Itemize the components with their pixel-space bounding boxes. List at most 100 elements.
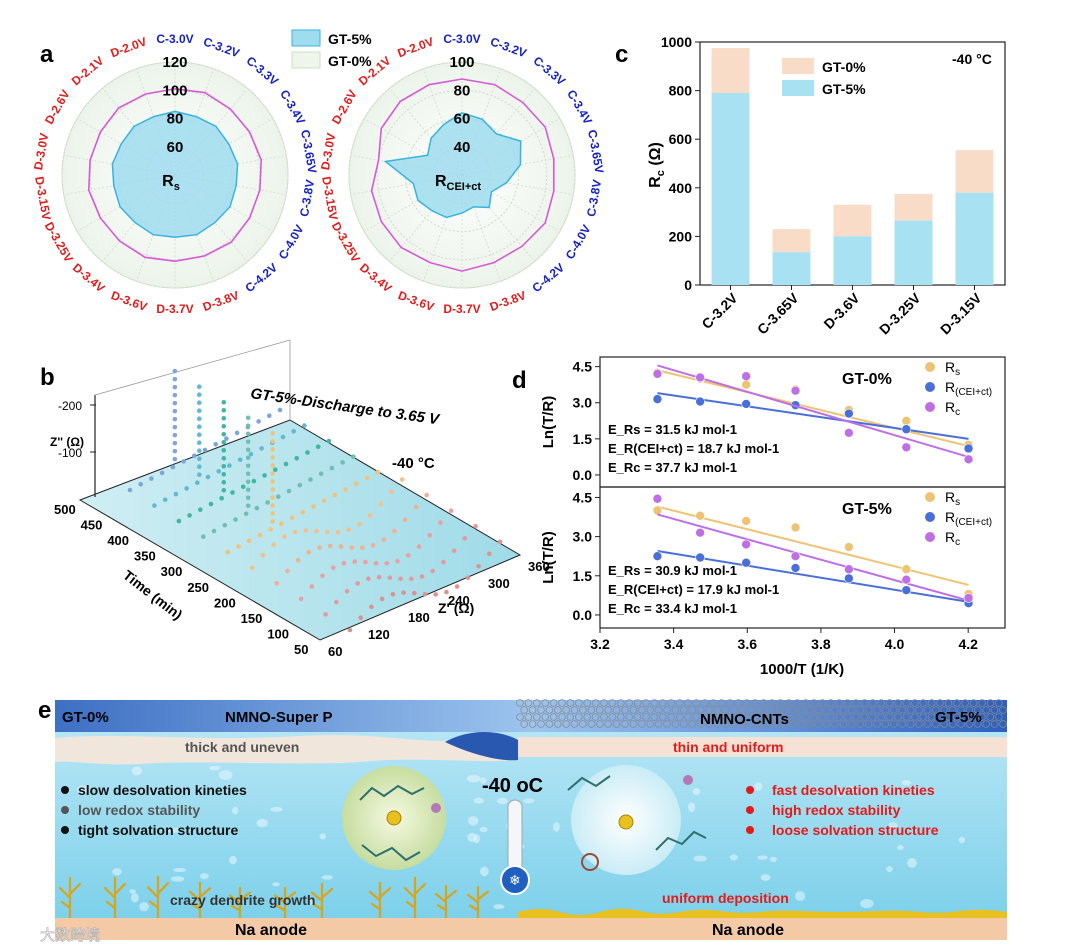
cnt-hex (910, 713, 919, 721)
radar-gt5-area (383, 111, 522, 219)
eis-tail-point (270, 471, 275, 476)
cnt-hex (826, 713, 835, 721)
cnt-hex (952, 713, 961, 721)
eis-point (364, 475, 370, 481)
cnt-hex (864, 706, 873, 714)
solvent-chain (361, 844, 421, 862)
solvent-chain (567, 775, 611, 791)
cnt-hex (726, 713, 734, 721)
time-tick-label: 500 (54, 502, 76, 517)
eis-point (487, 551, 492, 557)
x-tick-label: 3.6 (738, 636, 758, 652)
cnt-hex (910, 699, 919, 707)
cnt-hex (663, 720, 671, 728)
cnt-hex (822, 720, 831, 728)
eis-point (384, 561, 390, 566)
cnt-hex (642, 699, 650, 707)
legend-marker (925, 532, 935, 542)
eis-point (338, 544, 344, 549)
bubble (473, 797, 485, 804)
cnt-hex (684, 699, 692, 707)
cnt-hex (898, 720, 906, 728)
back-edge (94, 339, 291, 396)
eis-tail-point (197, 464, 202, 469)
eis-point (441, 559, 446, 565)
cnt-hex (940, 706, 948, 714)
zp-tick-label: 240 (448, 593, 470, 608)
time-tick-label: 250 (187, 580, 209, 595)
eis-point (309, 584, 315, 589)
eis-tail-point (221, 447, 227, 453)
bubble (139, 902, 149, 912)
data-point (901, 424, 912, 435)
eis-point (297, 482, 303, 488)
eis-point (367, 513, 373, 518)
bubble (112, 868, 122, 876)
eis-point (351, 454, 356, 460)
fit-line (657, 513, 969, 602)
cnt-hex (574, 713, 583, 721)
x-tick-label: 4.0 (885, 636, 905, 652)
radar-spoke (350, 174, 463, 196)
cnt-hex (957, 720, 965, 728)
y-axis-label: Rc (Ω) (647, 142, 667, 188)
cnt-hex (616, 699, 625, 707)
eis-point (202, 447, 208, 453)
eis-tail-point (221, 431, 227, 437)
cnt-hex (709, 699, 717, 707)
eis-tail-point (172, 368, 178, 374)
eis-tail-point (221, 423, 227, 429)
cnt-hex (612, 720, 621, 728)
cnt-hex (990, 720, 999, 728)
eis-tail-point (245, 431, 251, 437)
cnt-hex (688, 706, 696, 714)
cnt-hex (973, 720, 982, 728)
cnt-hex (931, 720, 940, 728)
eis-tail-point (245, 455, 251, 461)
cnt-hex (667, 699, 675, 707)
eis-point (285, 568, 290, 574)
time-tick-label: 300 (161, 564, 183, 579)
eis-point (402, 517, 408, 522)
bar-gt5 (833, 236, 872, 285)
fit-line (657, 549, 969, 603)
e-right-bottom: uniform deposition (662, 890, 789, 906)
energy-label: E_R(CEI+ct) = 18.7 kJ mol-1 (608, 441, 779, 456)
cnt-hex (709, 713, 717, 721)
eis-point (314, 528, 319, 534)
eis-tail-point (221, 487, 227, 493)
cnt-hex (692, 699, 701, 707)
bar-gt0 (955, 150, 994, 193)
solvent-chain (359, 784, 425, 801)
radar-spoke-label: C-3.3V (531, 54, 569, 89)
eis-tail-point (270, 487, 275, 492)
cnt-hex (566, 699, 575, 707)
y-tick-label: 0.0 (573, 607, 593, 623)
radar-spoke-label: D-3.0V (318, 132, 338, 171)
cnt-hex (646, 720, 654, 728)
legend-gt5-swatch (291, 29, 321, 47)
na-ion (386, 810, 402, 826)
cnt-hex (927, 713, 936, 721)
cnt-hex (881, 720, 890, 728)
eis-tail-point (221, 479, 227, 485)
eis-point (286, 488, 292, 494)
eis-point (294, 456, 300, 461)
bubble (199, 873, 209, 880)
solvent-chain (655, 830, 707, 851)
eis-point (399, 477, 405, 482)
cnt-hex (835, 713, 843, 721)
cnt-hex (579, 720, 587, 728)
data-point (741, 379, 751, 390)
legend-marker (925, 492, 935, 502)
eis-tail-point (172, 384, 178, 390)
cnt-hex (969, 699, 978, 707)
cnt-hex (919, 699, 927, 707)
time-tick-label: 50 (294, 642, 308, 657)
cnt-hex (717, 713, 726, 721)
cnt-hex (541, 713, 549, 721)
eis-point (320, 573, 325, 579)
radar-spoke-label: C-3.3V (244, 54, 282, 89)
radar-spoke (363, 118, 463, 176)
cnt-hex (936, 699, 944, 707)
